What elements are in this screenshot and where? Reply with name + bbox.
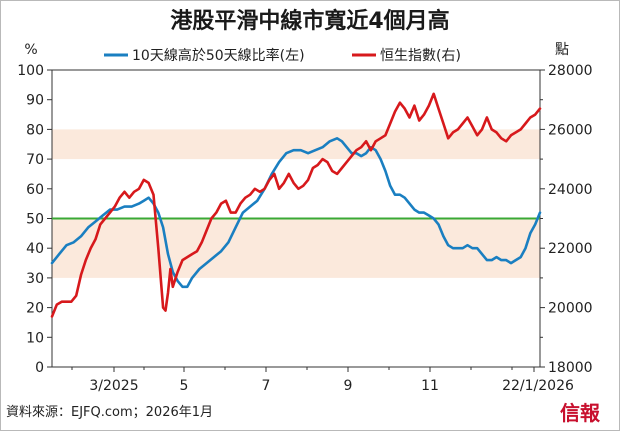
left-tick-label: 70 bbox=[26, 152, 44, 168]
right-tick-label: 20000 bbox=[548, 301, 593, 317]
right-tick-label: 26000 bbox=[548, 122, 593, 138]
x-tick-label: 11 bbox=[421, 378, 439, 394]
right-tick-label: 24000 bbox=[548, 182, 593, 198]
left-tick-label: 0 bbox=[35, 360, 44, 376]
x-tick-label: 5 bbox=[180, 378, 189, 394]
series-line-breadth bbox=[50, 137, 542, 289]
left-tick-label: 20 bbox=[26, 301, 44, 317]
left-tick-label: 80 bbox=[26, 122, 44, 138]
source-note: 資料來源：EJFQ.com；2026年1月 bbox=[6, 405, 213, 420]
right-tick-label: 18000 bbox=[548, 360, 593, 376]
shaded-band-1 bbox=[52, 129, 540, 160]
right-tick-label: 28000 bbox=[548, 63, 593, 79]
left-tick-label: 90 bbox=[26, 93, 44, 109]
left-tick-label: 40 bbox=[26, 241, 44, 257]
x-tick-label: 7 bbox=[262, 378, 271, 394]
right-tick-label: 22000 bbox=[548, 241, 593, 257]
right-axis-unit: 點 bbox=[555, 42, 569, 58]
series-line-hsi bbox=[50, 92, 542, 318]
x-tick-label: 22/1/2026 bbox=[502, 378, 574, 394]
legend-label-breadth: 10天線高於50天線比率(左) bbox=[132, 47, 305, 64]
left-tick-label: 30 bbox=[26, 271, 44, 287]
legend-label-hsi: 恒生指數(右) bbox=[380, 48, 461, 64]
x-tick-label: 9 bbox=[344, 378, 353, 394]
left-tick-label: 10 bbox=[26, 330, 44, 346]
x-tick-label: 3/2025 bbox=[89, 378, 138, 394]
brand-logo: 信報 bbox=[560, 401, 601, 425]
left-tick-label: 60 bbox=[26, 182, 44, 198]
left-tick-label: 50 bbox=[26, 212, 44, 228]
chart-title: 港股平滑中線市寬近4個月高 bbox=[170, 8, 449, 34]
shaded-band-0 bbox=[52, 218, 540, 278]
left-axis-unit: % bbox=[24, 42, 37, 58]
left-tick-label: 100 bbox=[17, 63, 44, 79]
